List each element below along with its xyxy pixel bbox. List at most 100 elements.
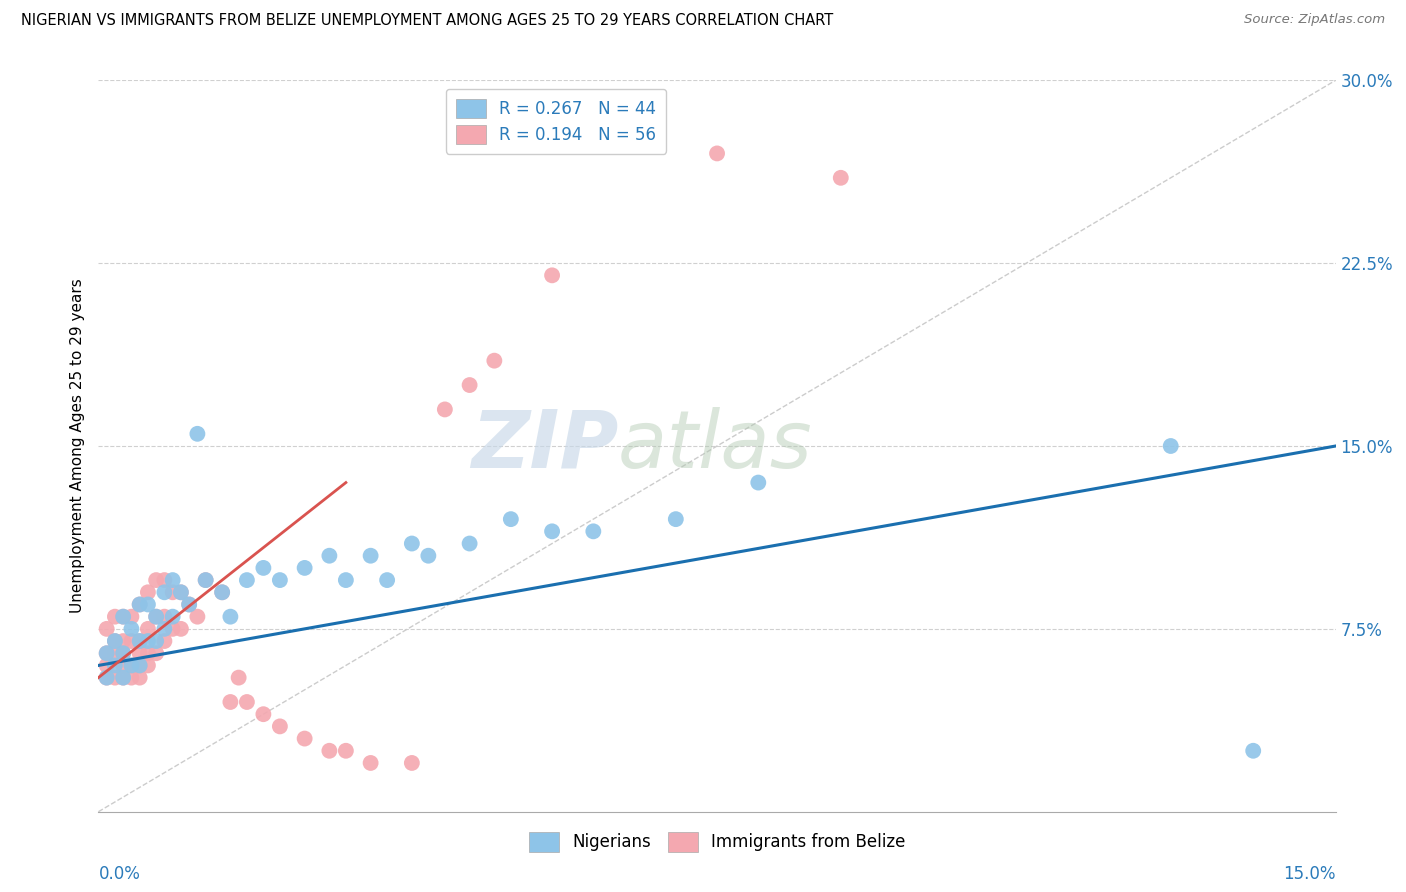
Point — [541, 268, 564, 283]
Point — [136, 658, 159, 673]
Point — [170, 622, 193, 636]
Point — [112, 646, 135, 660]
Point — [128, 634, 150, 648]
Point — [112, 671, 135, 685]
Point — [120, 671, 142, 685]
Point — [228, 671, 250, 685]
Point — [335, 744, 357, 758]
Point — [219, 609, 242, 624]
Point — [294, 731, 316, 746]
Point — [186, 426, 208, 441]
Point — [269, 719, 291, 733]
Point — [128, 646, 150, 660]
Point — [582, 524, 605, 539]
Point — [170, 585, 193, 599]
Point — [194, 573, 217, 587]
Point — [120, 658, 142, 673]
Point — [252, 561, 274, 575]
Point — [162, 573, 184, 587]
Point — [128, 634, 150, 648]
Point — [104, 634, 127, 648]
Text: 15.0%: 15.0% — [1284, 865, 1336, 883]
Point — [112, 609, 135, 624]
Point — [136, 634, 159, 648]
Point — [236, 573, 259, 587]
Legend: Nigerians, Immigrants from Belize: Nigerians, Immigrants from Belize — [522, 826, 912, 858]
Point — [96, 646, 118, 660]
Point — [153, 573, 176, 587]
Point — [120, 609, 142, 624]
Point — [747, 475, 769, 490]
Point — [153, 585, 176, 599]
Point — [145, 634, 167, 648]
Point — [128, 658, 150, 673]
Point — [162, 585, 184, 599]
Point — [104, 671, 127, 685]
Point — [360, 756, 382, 770]
Point — [162, 609, 184, 624]
Point — [153, 622, 176, 636]
Point — [418, 549, 440, 563]
Point — [104, 634, 127, 648]
Point — [120, 622, 142, 636]
Point — [153, 609, 176, 624]
Point — [145, 609, 167, 624]
Point — [96, 658, 118, 673]
Point — [112, 634, 135, 648]
Y-axis label: Unemployment Among Ages 25 to 29 years: Unemployment Among Ages 25 to 29 years — [69, 278, 84, 614]
Point — [484, 353, 506, 368]
Point — [96, 646, 118, 660]
Point — [96, 622, 118, 636]
Point — [335, 573, 357, 587]
Point — [136, 622, 159, 636]
Point — [318, 549, 340, 563]
Point — [236, 695, 259, 709]
Point — [128, 598, 150, 612]
Point — [145, 646, 167, 660]
Text: Source: ZipAtlas.com: Source: ZipAtlas.com — [1244, 13, 1385, 27]
Point — [541, 524, 564, 539]
Point — [458, 378, 481, 392]
Point — [1241, 744, 1264, 758]
Point — [433, 402, 456, 417]
Point — [136, 598, 159, 612]
Text: NIGERIAN VS IMMIGRANTS FROM BELIZE UNEMPLOYMENT AMONG AGES 25 TO 29 YEARS CORREL: NIGERIAN VS IMMIGRANTS FROM BELIZE UNEMP… — [21, 13, 834, 29]
Point — [194, 573, 217, 587]
Point — [145, 573, 167, 587]
Point — [136, 585, 159, 599]
Point — [179, 598, 201, 612]
Point — [360, 549, 382, 563]
Text: ZIP: ZIP — [471, 407, 619, 485]
Point — [401, 756, 423, 770]
Point — [162, 622, 184, 636]
Point — [112, 658, 135, 673]
Point — [136, 646, 159, 660]
Text: 0.0%: 0.0% — [98, 865, 141, 883]
Point — [128, 671, 150, 685]
Point — [458, 536, 481, 550]
Text: atlas: atlas — [619, 407, 813, 485]
Point — [170, 585, 193, 599]
Point — [269, 573, 291, 587]
Point — [252, 707, 274, 722]
Point — [1160, 439, 1182, 453]
Point — [219, 695, 242, 709]
Point — [120, 634, 142, 648]
Point — [104, 658, 127, 673]
Point — [318, 744, 340, 758]
Point — [179, 598, 201, 612]
Point — [499, 512, 522, 526]
Point — [112, 646, 135, 660]
Point — [112, 609, 135, 624]
Point — [153, 634, 176, 648]
Point — [211, 585, 233, 599]
Point — [128, 598, 150, 612]
Point — [112, 671, 135, 685]
Point — [294, 561, 316, 575]
Point — [706, 146, 728, 161]
Point — [401, 536, 423, 550]
Point — [96, 671, 118, 685]
Point — [186, 609, 208, 624]
Point — [830, 170, 852, 185]
Point — [120, 658, 142, 673]
